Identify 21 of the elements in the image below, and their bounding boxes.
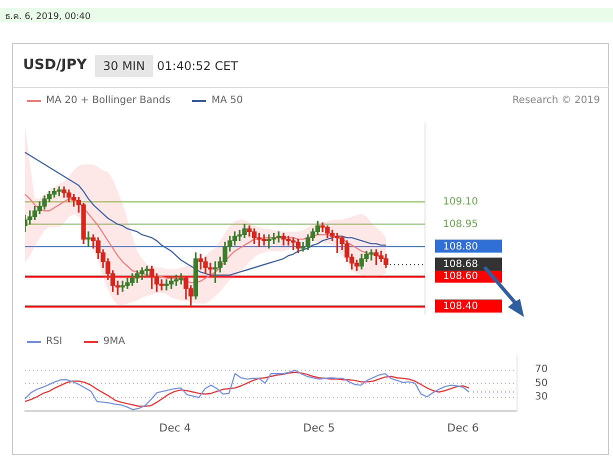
- text: ธ.ค. 6, 2019, 00:40: [5, 11, 91, 23]
- text: 01:40:52 CET: [157, 59, 238, 73]
- x-tick-label: Dec 4: [159, 421, 191, 434]
- y-tick-label: 108.68: [443, 259, 478, 270]
- y-tick-label: 30: [535, 391, 548, 402]
- legend-label: RSI: [46, 336, 62, 347]
- y-tick-label: 70: [535, 364, 548, 376]
- x-tick-label: Dec 6: [447, 421, 479, 434]
- y-tick-label: 108.80: [443, 241, 478, 252]
- chart-subtitle: 30 MIN: [95, 55, 153, 77]
- y-tick-label: 108.95: [443, 218, 478, 230]
- y-tick-label: 108.40: [443, 301, 478, 312]
- y-tick-label: 109.10: [443, 196, 478, 208]
- y-tick-label: 50: [535, 378, 548, 389]
- legend-label: MA 20 + Bollinger Bands: [46, 95, 170, 106]
- legend-label: MA 50: [211, 95, 243, 106]
- y-tick-label: 108.60: [443, 271, 478, 282]
- legend-label: 9MA: [103, 336, 126, 347]
- x-tick-label: Dec 5: [303, 421, 335, 434]
- chart-title: USD/JPY: [23, 57, 87, 73]
- text: Research © 2019: [512, 95, 600, 106]
